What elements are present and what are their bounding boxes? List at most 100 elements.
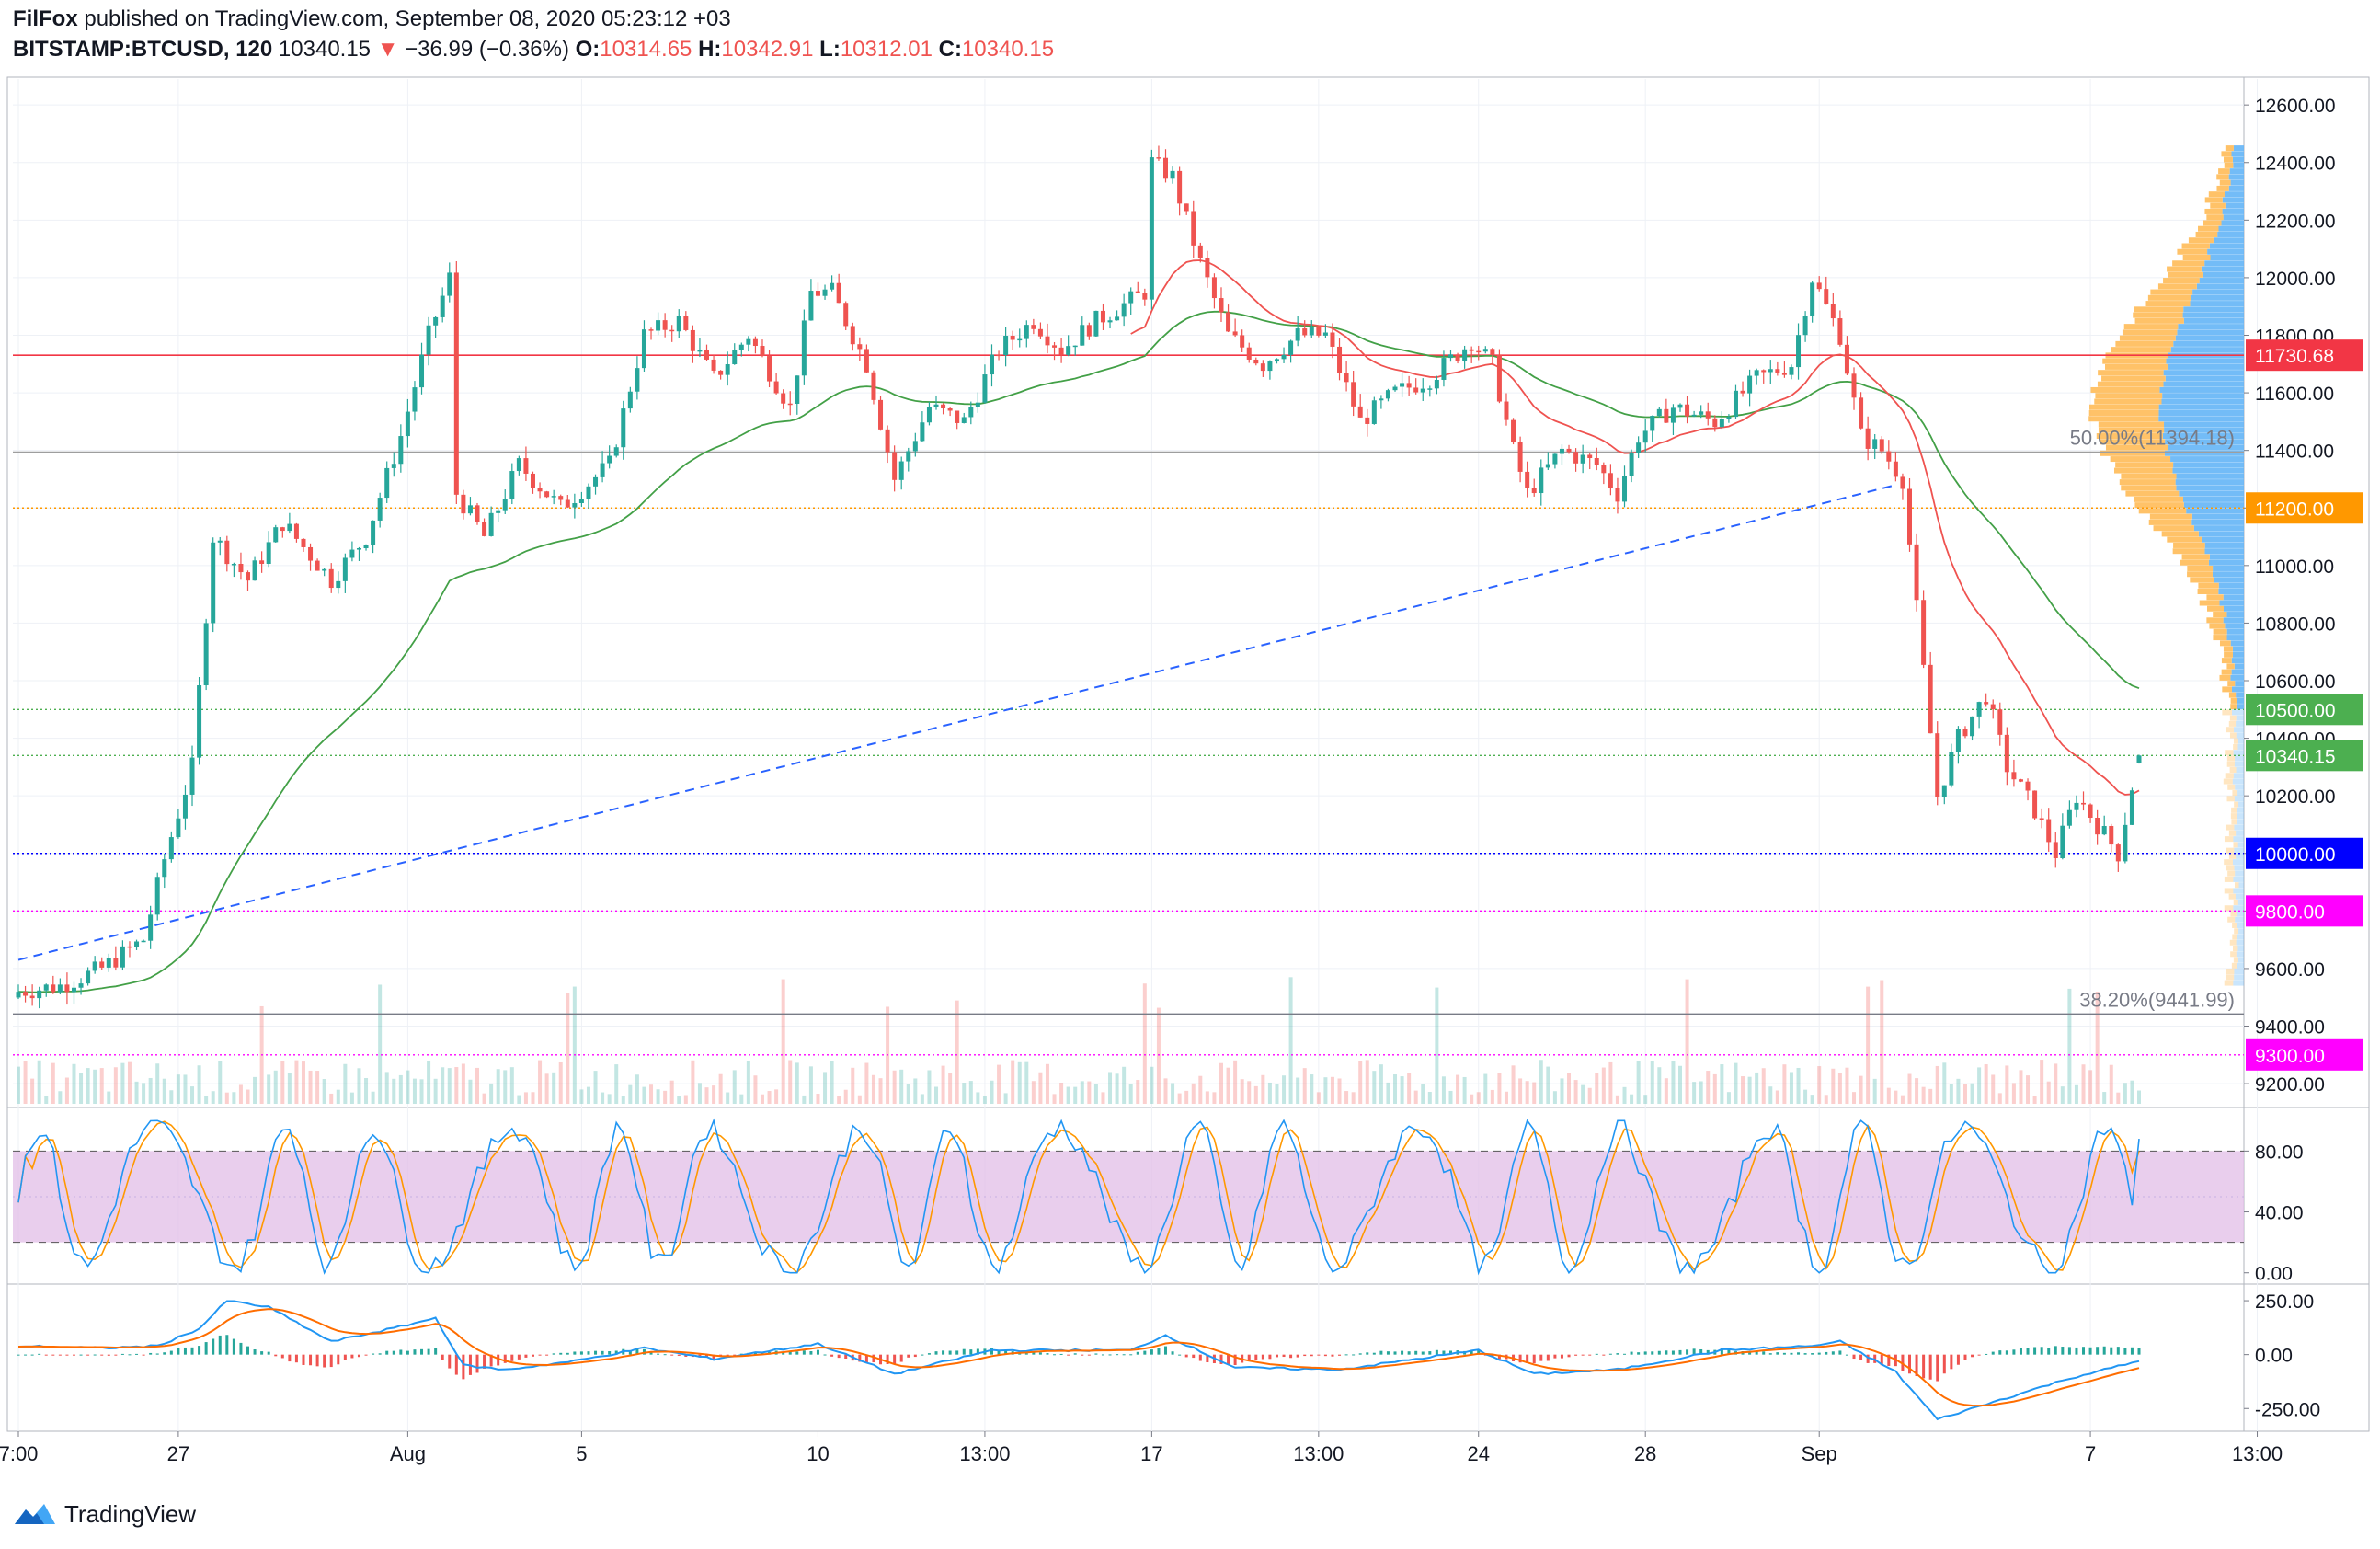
candle-body — [189, 757, 195, 795]
volume-bar — [1052, 1094, 1057, 1104]
volume-profile-up-bar — [2223, 617, 2244, 624]
macd-histogram-bar — [976, 1348, 979, 1355]
candle-body — [467, 505, 473, 514]
macd-histogram-bar — [1720, 1348, 1723, 1355]
volume-profile-down-bar — [2153, 525, 2194, 532]
volume-profile-down-bar — [2097, 381, 2164, 387]
volume-bar — [287, 1073, 292, 1104]
volume-bar — [1435, 987, 1439, 1104]
volume-profile-down-bar — [2232, 790, 2238, 797]
candle-body — [2060, 825, 2065, 858]
volume-profile-down-bar — [2226, 663, 2235, 670]
volume-bar — [1560, 1078, 1564, 1104]
macd-histogram-bar — [198, 1346, 201, 1355]
volume-profile-down-bar — [2231, 807, 2237, 813]
candle-body — [1156, 157, 1161, 159]
candle-body — [1615, 488, 1620, 502]
macd-line — [17, 1300, 2140, 1421]
symbol-label[interactable]: BITSTAMP:BTCUSD, 120 — [13, 37, 273, 62]
volume-profile-up-bar — [2230, 674, 2244, 681]
volume-bar — [93, 1069, 97, 1104]
volume-profile-up-bar — [2236, 939, 2244, 946]
volume-profile-up-bar — [2234, 727, 2244, 733]
volume-profile-up-bar — [2237, 697, 2244, 704]
volume-bar — [1525, 1081, 1529, 1104]
volume-profile-up-bar — [2237, 946, 2244, 952]
volume-profile-up-bar — [2208, 559, 2244, 566]
volume-bar — [1386, 1082, 1390, 1104]
macd-histogram-bar — [225, 1335, 229, 1355]
volume-bar — [1212, 1092, 1217, 1104]
volume-bar — [767, 1091, 772, 1104]
macd-histogram-bar — [608, 1351, 612, 1355]
volume-bar — [308, 1070, 313, 1104]
volume-profile-down-bar — [2102, 358, 2167, 364]
volume-profile-down-bar — [2111, 347, 2171, 353]
publisher-name[interactable]: FilFox — [13, 6, 78, 31]
volume-profile-up-bar — [2237, 743, 2244, 750]
macd-histogram-bar — [280, 1354, 284, 1359]
volume-bar — [823, 1072, 828, 1104]
volume-profile-up-bar — [2231, 151, 2244, 157]
volume-bar — [635, 1074, 639, 1104]
volume-bars — [17, 977, 2141, 1104]
volume-bar — [1456, 1074, 1460, 1104]
volume-profile-up-bar — [2236, 715, 2244, 721]
volume-bar — [1866, 986, 1871, 1104]
macd-histogram-bar — [733, 1354, 737, 1356]
volume-bar — [58, 1091, 63, 1104]
candle-body — [1859, 397, 1864, 429]
volume-bar — [1803, 1089, 1808, 1104]
volume-profile-up-bar — [2237, 738, 2244, 744]
candle-body — [1316, 327, 1322, 336]
volume-bar — [1282, 1075, 1287, 1104]
volume-profile-down-bar — [2199, 600, 2220, 606]
candle-body — [1135, 291, 1140, 293]
candle-body — [384, 467, 390, 499]
price-badge — [2246, 339, 2363, 372]
volume-bar — [1546, 1066, 1550, 1104]
volume-profile-up-bar — [2209, 243, 2244, 249]
candle-body — [405, 411, 410, 437]
price-tick-label: 10600.00 — [2255, 671, 2336, 693]
volume-profile-down-bar — [2168, 271, 2203, 278]
macd-histogram-bar — [462, 1354, 465, 1380]
brand-name: TradingView — [64, 1499, 197, 1528]
candle-body — [1872, 439, 1878, 449]
volume-profile-up-bar — [2201, 266, 2244, 272]
candle-body — [975, 402, 980, 407]
price-badge-label: 10000.00 — [2255, 844, 2336, 866]
volume-bar — [955, 1000, 959, 1104]
volume-profile-down-bar — [2224, 859, 2233, 866]
volume-profile-down-bar — [2228, 720, 2237, 727]
volume-profile-down-bar — [2173, 542, 2205, 548]
volume-bar — [1977, 1067, 1982, 1104]
macd-histogram-bar — [385, 1350, 389, 1355]
volume-profile-up-bar — [2175, 335, 2244, 341]
volume-bar — [1581, 1084, 1585, 1104]
volume-bar — [1956, 1078, 1961, 1104]
candle-body — [148, 914, 154, 941]
macd-histogram-bar — [1352, 1354, 1356, 1356]
volume-bar — [697, 1083, 702, 1104]
volume-profile-up-bar — [2225, 623, 2244, 629]
macd-histogram-bar — [489, 1354, 493, 1367]
volume-profile-up-bar — [2235, 893, 2244, 900]
volume-bar — [509, 1067, 514, 1104]
trendline — [17, 484, 1896, 961]
macd-histogram-bar — [218, 1335, 222, 1355]
macd-histogram-bar — [1428, 1351, 1432, 1355]
volume-bar — [1247, 1081, 1252, 1104]
volume-profile-up-bar — [2183, 317, 2244, 324]
tradingview-brand[interactable]: TradingView — [13, 1496, 196, 1532]
volume-bar — [2019, 1070, 2023, 1104]
volume-bar — [899, 1069, 904, 1104]
volume-profile-down-bar — [2219, 179, 2231, 186]
candle-body — [1726, 417, 1732, 419]
macd-histogram-bar — [51, 1354, 55, 1356]
macd-histogram-bar — [1206, 1354, 1209, 1363]
macd-histogram-bar — [1184, 1354, 1188, 1358]
volume-bar — [2088, 1070, 2093, 1104]
macd-histogram-bar — [343, 1354, 347, 1360]
